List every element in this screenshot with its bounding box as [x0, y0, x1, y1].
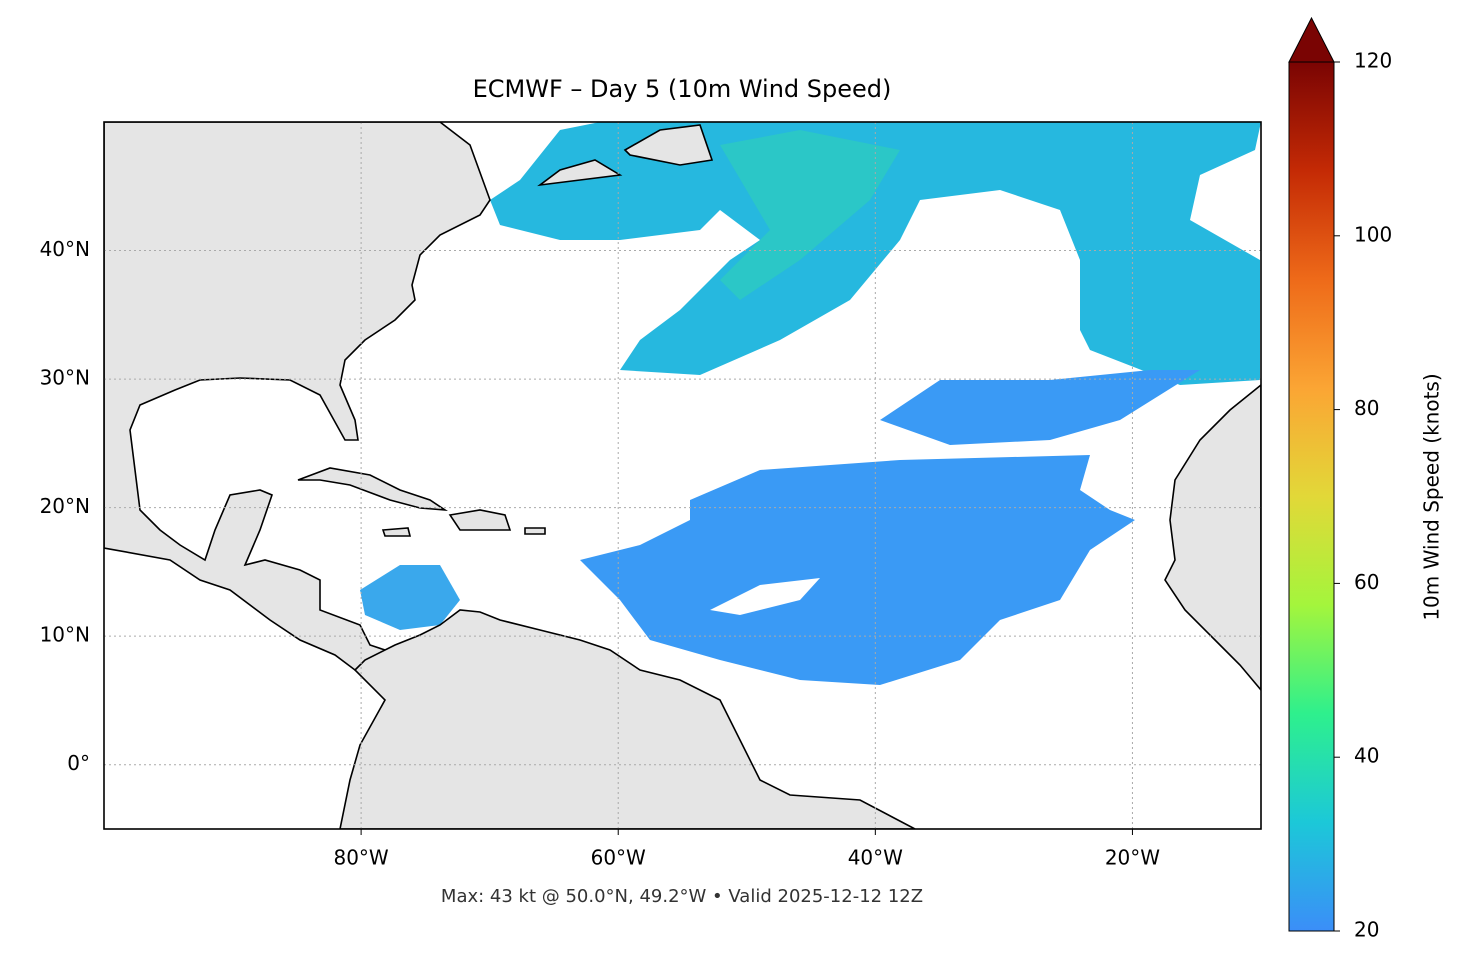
land — [104, 122, 1261, 829]
x-tick-label: 40°W — [848, 846, 903, 870]
y-tick-label: 20°N — [40, 494, 90, 518]
x-tick-label: 20°W — [1105, 846, 1160, 870]
plot-frame — [103, 121, 1262, 830]
y-tick-label: 40°N — [40, 237, 90, 261]
colorbar-tick-label: 80 — [1354, 396, 1379, 420]
y-tick-label: 0° — [67, 751, 90, 775]
y-tick-label: 10°N — [40, 623, 90, 647]
colorbar-tick-label: 20 — [1354, 918, 1379, 942]
colorbar-tick-label: 100 — [1354, 222, 1392, 246]
colorbar-tick-label: 40 — [1354, 744, 1379, 768]
colorbar-tick-label: 120 — [1354, 49, 1392, 73]
map-area — [104, 122, 1261, 829]
colorbar-label: 10m Wind Speed (knots) — [1420, 373, 1444, 620]
colorbar-tick-label: 60 — [1354, 570, 1379, 594]
caption: Max: 43 kt @ 50.0°N, 49.2°W • Valid 2025… — [441, 886, 923, 907]
y-tick-label: 30°N — [40, 366, 90, 390]
chart-title: ECMWF – Day 5 (10m Wind Speed) — [473, 75, 892, 103]
colorbar — [1288, 61, 1335, 932]
x-tick-label: 60°W — [591, 846, 646, 870]
colorbar-extension — [1288, 16, 1335, 63]
x-tick-label: 80°W — [333, 846, 388, 870]
